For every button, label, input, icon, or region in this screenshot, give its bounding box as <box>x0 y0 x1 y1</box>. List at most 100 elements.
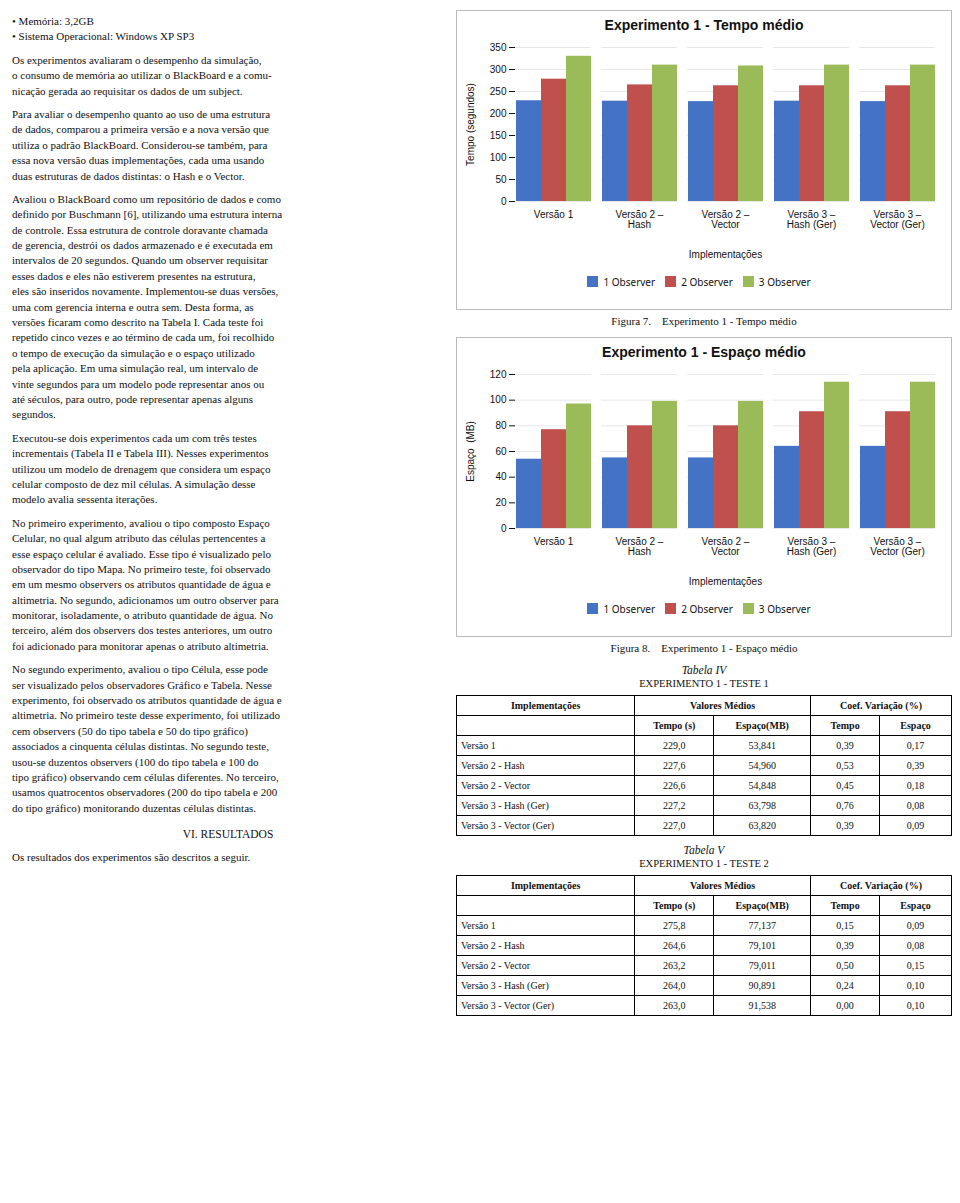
html-text:Celular, no qual algum atribut: Celular, no qual algum atributo das célu… <box>12 532 266 545</box>
svg-text:40: 40 <box>495 471 507 482</box>
html-text:Tempo: Tempo <box>830 720 860 731</box>
svg-text:60: 60 <box>495 446 507 457</box>
html-text:definido por Buschmann [6], ut: definido por Buschmann [6], utilizando u… <box>12 208 282 221</box>
html-text:No primeiro experimento, avali: No primeiro experimento, avaliou o tipo … <box>12 516 270 529</box>
html-text:cem observers (50 do tipo tabe: cem observers (50 do tipo tabela e 50 do… <box>12 724 248 737</box>
html-text:o consumo de memória ao utiliz: o consumo de memória ao utilizar o Black… <box>12 69 272 82</box>
html-text:Avaliou o BlackBoard como um r: Avaliou o BlackBoard como um repositório… <box>12 192 281 205</box>
html-text:foi adicionado para monitorar: foi adicionado para monitorar apenas o a… <box>12 639 269 652</box>
html-text:altimetria. No primeiro teste: altimetria. No primeiro teste desse expe… <box>12 709 280 722</box>
html-text:3 Observer: 3 Observer <box>758 274 811 289</box>
html-text:duas estruturas de dados disti: duas estruturas de dados distintas: o Ha… <box>12 169 245 182</box>
html-text:de dados, comparou a primeira: de dados, comparou a primeira versão e a… <box>12 123 269 136</box>
svg-text:150: 150 <box>490 130 507 141</box>
html-text:1 Observer: 1 Observer <box>603 274 656 289</box>
html-text:do tipo gráfico) monitorando d: do tipo gráfico) monitorando duzentas cé… <box>12 801 257 814</box>
html-text:pela aplicação. Em uma simulaç: pela aplicação. Em uma simulação real, u… <box>12 362 259 375</box>
svg-text:0: 0 <box>501 523 507 534</box>
svg-text:Versão 3 –Hash (Ger): Versão 3 –Hash (Ger) <box>787 209 836 230</box>
html-text:Para avaliar o desempenho quan: Para avaliar o desempenho quanto ao uso … <box>12 108 271 120</box>
svg-text:Versão 1: Versão 1 <box>534 536 574 547</box>
html-text:1 Observer: 1 Observer <box>603 601 656 616</box>
html-text:Tempo (s): Tempo (s) <box>653 720 696 731</box>
html-text:experimento, foi observado os: experimento, foi observado os atributos … <box>12 694 282 706</box>
html-text:nicação gerada ao requisitar o: nicação gerada ao requisitar os dados de… <box>12 84 243 97</box>
svg-text:20: 20 <box>495 497 507 508</box>
html-text:Tabela V: Tabela V <box>683 844 725 856</box>
html-text:Tabela IV: Tabela IV <box>681 664 727 676</box>
svg-text:Tempo (segundos): Tempo (segundos) <box>465 83 476 166</box>
html-text:tipo gráfico) observando cem c: tipo gráfico) observando cem células dif… <box>12 771 279 783</box>
svg-text:Versão 3 –Vector (Ger): Versão 3 –Vector (Ger) <box>870 209 924 230</box>
svg-text:Versão 2 –Vector: Versão 2 –Vector <box>702 209 750 230</box>
html-text:Os experimentos avaliaram o de: Os experimentos avaliaram o desempenho d… <box>12 53 262 66</box>
html-text:Experimento 1 - Tempo médio: Experimento 1 - Tempo médio <box>604 17 804 33</box>
html-text:incrementais (Tabela II e Tabe: incrementais (Tabela II e Tabela III). N… <box>12 447 269 460</box>
html-text:utilizou um modelo de drenagem: utilizou um modelo de drenagem que consi… <box>12 462 271 475</box>
html-text:usamos quatrocentos observador: usamos quatrocentos observadores (200 do… <box>12 786 278 799</box>
svg-text:Espaço (MB): Espaço (MB) <box>465 421 476 482</box>
html-text:utiliza o padrão BlackBoard. C: utiliza o padrão BlackBoard. Considerou-… <box>12 138 268 151</box>
html-text:até séculos, para outro, pode: até séculos, para outro, pode representa… <box>12 393 253 405</box>
html-text:Espaço: Espaço <box>900 720 931 731</box>
svg-text:Versão 2 –Hash: Versão 2 –Hash <box>616 209 664 230</box>
svg-text:300: 300 <box>490 64 507 75</box>
html-text:ser visualizado pelos observad: ser visualizado pelos observadores Gráfi… <box>12 678 272 691</box>
html-text:• Memória: 3,2GB: • Memória: 3,2GB <box>12 15 94 27</box>
html-text:eles são inseridos novamente.: eles são inseridos novamente. Implemento… <box>12 285 279 298</box>
svg-text:100: 100 <box>490 394 507 405</box>
svg-text:Versão 3 –Vector (Ger): Versão 3 –Vector (Ger) <box>870 536 924 557</box>
svg-text:350: 350 <box>490 42 507 53</box>
svg-text:200: 200 <box>490 108 507 119</box>
html-text:Executou-se dois experimentos: Executou-se dois experimentos cada um co… <box>12 431 257 444</box>
svg-text:Implementações: Implementações <box>689 249 762 260</box>
html-text:• Sistema Operacional: Windows: • Sistema Operacional: Windows XP SP3 <box>12 30 195 43</box>
html-text:Coef. Variação (%): Coef. Variação (%) <box>840 700 922 711</box>
html-text:usou-se duzentos observers (10: usou-se duzentos observers (100 do tipo … <box>12 755 259 768</box>
html-text:2 Observer: 2 Observer <box>681 601 733 616</box>
html-text:No segundo experimento, avalio: No segundo experimento, avaliou o tipo C… <box>12 663 268 676</box>
svg-text:80: 80 <box>495 420 507 431</box>
svg-text:50: 50 <box>495 174 507 185</box>
html-text:em um mesmo observers os atrib: em um mesmo observers os atributos quant… <box>12 578 271 591</box>
html-text:vinte segundos para um modelo: vinte segundos para um modelo pode repre… <box>12 377 265 390</box>
svg-text:Versão 2 –Vector: Versão 2 –Vector <box>702 536 750 557</box>
html-text:uma com gerencia interna e out: uma com gerencia interna e outra sem. De… <box>12 300 254 313</box>
html-text:modelo avalia sessenta iteraçõ: modelo avalia sessenta iterações. <box>12 493 158 506</box>
html-text:essa nova versão duas implemen: essa nova versão duas implementações, ca… <box>12 154 265 167</box>
html-text:Figura 7. Experimento 1 - Temp: Figura 7. Experimento 1 - Tempo médio <box>611 315 797 327</box>
html-text:VI. RESULTADOS: VI. RESULTADOS <box>182 828 274 841</box>
svg-text:0: 0 <box>501 196 507 207</box>
html-text:Implementações: Implementações <box>510 700 581 711</box>
html-text:celular composto de dez mil cé: celular composto de dez mil células. A s… <box>12 477 256 490</box>
html-text:esses dados e eles não estiver: esses dados e eles não estiverem present… <box>12 269 256 282</box>
html-text:Os resultados dos experimentos: Os resultados dos experimentos são descr… <box>12 851 251 864</box>
html-text:monitorar, isoladamente, o atr: monitorar, isoladamente, o atributo quan… <box>12 609 273 622</box>
svg-text:Versão 2 –Hash: Versão 2 –Hash <box>616 536 664 557</box>
html-text:esse espaço celular é avaliado: esse espaço celular é avaliado. Esse tip… <box>12 547 271 560</box>
html-text:de gerencia, destrói os dados: de gerencia, destrói os dados armazenado… <box>12 239 273 252</box>
svg-text:Versão 3 –Hash (Ger): Versão 3 –Hash (Ger) <box>787 536 836 557</box>
svg-text:120: 120 <box>490 369 507 380</box>
html-text:observador do tipo Mapa. No pr: observador do tipo Mapa. No primeiro tes… <box>12 562 271 575</box>
html-text:de controle. Essa estrutura de: de controle. Essa estrutura de controle … <box>12 223 268 236</box>
html-text:3 Observer: 3 Observer <box>758 601 811 616</box>
html-text:versões ficaram como descrito: versões ficaram como descrito na Tabela … <box>12 316 264 328</box>
svg-text:100: 100 <box>490 152 507 163</box>
svg-text:Versão 1: Versão 1 <box>534 209 574 220</box>
html-text:repetido cinco vezes e ao térm: repetido cinco vezes e ao término de cad… <box>12 331 275 344</box>
html-text:Espaço(MB): Espaço(MB) <box>735 720 789 731</box>
html-text:segundos.: segundos. <box>12 408 56 421</box>
svg-text:250: 250 <box>490 86 507 97</box>
html-text:terceiro, além dos observers d: terceiro, além dos observers dos testes … <box>12 624 273 637</box>
html-text:associados a cinquenta células: associados a cinquenta células distintas… <box>12 740 269 753</box>
html-text:Figura 8. Experimento 1 - Espa: Figura 8. Experimento 1 - Espaço médio <box>610 642 798 654</box>
html-text:Valores Médios: Valores Médios <box>690 700 756 711</box>
html-text:o tempo de execução da simulaç: o tempo de execução da simulação e o esp… <box>12 346 255 359</box>
html-text:intervalos de 20 segundos. Qua: intervalos de 20 segundos. Quando um obs… <box>12 254 268 267</box>
html-text:altimetria. No segundo, adicio: altimetria. No segundo, adicionamos um o… <box>12 593 279 606</box>
html-text:Experimento 1 - Espaço médio: Experimento 1 - Espaço médio <box>602 344 806 360</box>
svg-text:Implementações: Implementações <box>689 576 762 587</box>
html-text:EXPERIMENTO 1 - TESTE 1: EXPERIMENTO 1 - TESTE 1 <box>639 678 769 689</box>
html-text:2 Observer: 2 Observer <box>681 274 733 289</box>
